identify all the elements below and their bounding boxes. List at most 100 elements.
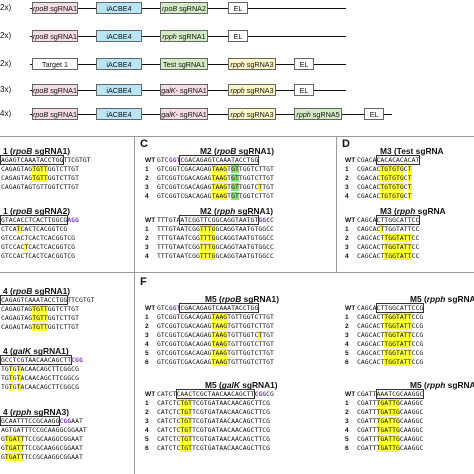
alignment-row: 2 CATCTCTGTTCGTGATAACAACAGCTTCG [145,408,274,417]
sequence-text: GTCGGTCGACAGAGTAAGTGTTGGTCTTGT [157,165,274,173]
alignment-row: WT CGACACACACACACAT [345,155,421,165]
sequence-text: TTTGTAATCGGTTTGGCAGGTAATGTGGCC [157,252,274,260]
row-label: 4 [345,427,349,434]
sequence-text: CAGCACTTGGCATTCC [357,215,421,225]
sequence-text: GTCGGTCGACAGAGTCAAATACCTGG [157,303,260,313]
alignment-row: GCAATTTCCGCAAGGCGGAAT [0,416,87,426]
alignment-row: GTCCACTCACTCACGGTCG [1,234,79,243]
row-label: WT [345,157,356,164]
alignment-row: 4 CAGCACTTGGTATTCC [345,252,419,261]
row-label: 2 [345,323,349,330]
alignment-row: 5 CAGCACTTGGTATTCCG [345,349,423,358]
sequence-text: GTCGGTCGACAGAGTAAGTGTTGGTCTTGT [157,331,274,339]
row-label: 5 [145,436,149,443]
alignment-block: WT CGACACACACACACAT 1 CGACACTGTGTGCT 2 CGACAC… [345,155,421,201]
sequence-text: CAGAGTAGTGTTGGTCTTGT [1,314,79,322]
alignment-row: 4 GTCGGTCGACAGAGTAAGTGTTGGTCTTGT [145,192,274,201]
row-label: 1 [145,400,149,407]
sequence-text: CGACACTGTGTGCT [357,183,412,191]
alignment-row: 4 CAGCACTTGGTATTCCG [345,340,423,349]
alignment-block: WT GTCGGTCGACAGAGTCAAATACCTGG 1 GTCGGTCGACA… [145,155,274,201]
row-label: 1 [345,400,349,407]
alignment-row: 3 CAGCACTTGGTATTCC [345,243,419,252]
alignment-row: 6 GTCGGTCGACAGAGTAAGTGTTGGTCTTGT [145,358,274,367]
sequence-text: GTACACCTCACTTGGCGAGG [0,215,79,225]
alignment-row: 2 GTCGGTCGACAGAGTAAGTGTTGGTCTTGT [145,174,274,183]
panel-letter-d: D [342,138,350,150]
row-label: 4 [145,193,149,200]
panel-divider-right [336,136,337,272]
alignment-block: WT CGATTAAATCGCAAGGC 1 CGATTTGATTGCAAGGC 2 CG… [345,389,425,453]
sequence-text: CATCTCTGTTCGTGATAACAACAGCTTCG [157,435,271,443]
alignment-row: 6 CATCTCTGTTCGTGATAACAACAGCTTCG [145,444,274,453]
alignment-row: 5 CGATTTGATTGCAAGGC [345,435,423,444]
sequence-text: GCCTCGTAACAACAGCTTCGG [0,355,83,365]
row-label: 3 [145,332,149,339]
panel-title: M5 (rpoB sgRNA1) [205,294,279,304]
sequence-text: CAGAGTAGTGTTGGTCTTGT [1,165,79,173]
alignment-block: WT TTTGTAATCGGTTCGGCAGGTAATGTGGCC 1 TTTGTAA… [145,215,274,261]
alignment-row: 2 CGATTTGATTGCAAGGC [345,408,423,417]
alignment-row: CAGAGTAGTGTTGGTCTTGT [1,165,91,174]
alignment-row: CAGAGTAGTGTTGGTCTTGT [1,305,95,314]
sequence-text: CATCTCTGTTCGTGATAACAACAGCTTCG [157,426,271,434]
alignment-row: 2 CAGCACTTGGTATTCCG [345,322,423,331]
row-label: 2 [345,175,349,182]
alignment-row: WT CAGCACTTGGCATTCC [345,215,421,225]
alignment-row: 3 CATCTCTGTTCGTGATAACAACAGCTTCG [145,417,274,426]
sequence-text: CGACACTGTGTGCT [357,192,412,200]
construct-element: rpph sgRNA5 [294,108,342,120]
alignment-row: TGTGTACAACAGCTTCGGCG [1,383,83,392]
alignment-row: 4 CGACACTGTGTGCT [345,192,419,201]
sequence-text: GTCCACTCACTCACGGTCG [1,234,76,242]
sequence-text: CGACACACACACACAT [357,155,421,165]
panel-divider-top [0,136,474,137]
alignment-block: GCCTCGTAACAACAGCTTCGG TGTGTACAACAGCTTCGGC… [0,355,83,392]
sequence-text: CGACACTGTGTGCT [357,174,412,182]
construct-multiplicity: 4x) [0,109,12,118]
sequence-text: CATCTCTGTTCGTGATAACAACAGCTTCG [157,399,271,407]
panel-title: M5 (rpph sgRNA [410,294,474,304]
alignment-row: 6 CAGCACTTGGTATTCCG [345,358,423,367]
alignment-row: 1 GTCGGTCGACAGAGTAAGTGTTGGTCTTGT [145,165,274,174]
construct-element: EL [294,58,314,70]
alignment-row: 2 CAGCACTTGGTATTCC [345,234,419,243]
construct-backbone [30,114,392,115]
panel-title: 4 (galK sgRNA1) [3,346,69,356]
construct-element: EL [364,108,384,120]
construct-element: rpph sgRNA3 [228,84,276,96]
alignment-row: 4 CGATTTGATTGCAAGGC [345,426,423,435]
sequence-text: CAGAGTAGTGTTGGTCTTGT [1,305,79,313]
alignment-row: 3 CAGCACTTGGTATTCCG [345,331,423,340]
construct-row: 2x) Target 1 iACBE4 Test sgRNA1 rpph sgRNA3 E… [0,58,474,70]
sequence-text: GTCGGTCGACAGAGTAAGTGTTGGTCTTGT [157,313,274,321]
sequence-text: CGATTTGATTGCAAGGC [357,417,424,425]
construct-row: 2x) rpoB sgRNA1 iACBE4 rpoB sgRNA2 EL [0,2,474,14]
alignment-row: CAGAGTAGTGTTGGTCTTGT [1,314,95,323]
row-label: 4 [345,193,349,200]
construct-element: rpoB sgRNA1 [32,84,78,96]
construct-element: rpoB sgRNA2 [160,2,208,14]
construct-element: iACBE4 [96,2,142,14]
sequence-text: TTTGTAATCGGTTTGGCAGGTAATGTGGCC [157,225,274,233]
row-label: 1 [145,166,149,173]
sequence-text: TTTGTAATCGGTTCGGCAGGTAATGTGGCC [157,215,274,225]
alignment-row: GTCCACTCACTCACGGTCG [1,243,79,252]
sequence-text: CAGCACTTGGTATTCC [357,225,420,233]
panel-title: 4 (rpph sgRNA3) [3,407,70,417]
panel-title: 1 (rpoB sgRNA2) [3,206,71,216]
alignment-row: GTGATTTCCGCAAGGCGGAAT [1,435,87,444]
alignment-row: 1 TTTGTAATCGGTTTGGCAGGTAATGTGGCC [145,225,274,234]
row-label: 3 [345,244,349,251]
panel-title: M3 (rpph sgRNA [380,206,446,216]
alignment-row: CAGAGTAGTGTTGGTCTTGT [1,174,91,183]
construct-multiplicity: 2x) [0,3,12,12]
construct-multiplicity: 2x) [0,59,12,68]
sequence-text: CAGAGTAGTGTTGGTCTTGT [1,183,79,191]
sequence-text: TGTGTACAACAGCTTCGGCG [1,374,79,382]
sequence-text: CAGCACTTGGTATTCCG [357,313,424,321]
alignment-row: 3 GTCGGTCGACAGAGTAAGTGTTGGTCTTGT [145,331,274,340]
construct-element: rpoB sgRNA1 [32,108,78,120]
alignment-row: 3 CGACACTGTGTGCT [345,183,419,192]
alignment-row: WT CATCTCAACTCGCTAACAACAGCTTCGGCG [145,389,274,399]
